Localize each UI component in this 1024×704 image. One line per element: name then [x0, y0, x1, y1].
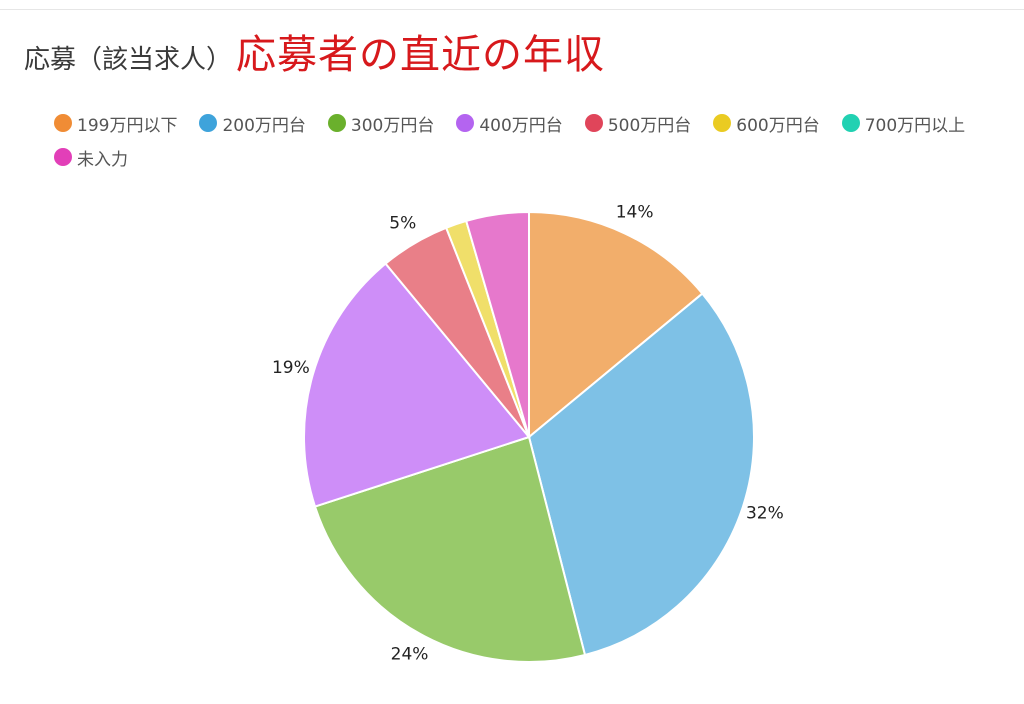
legend-swatch	[584, 114, 603, 132]
legend-swatch	[841, 114, 860, 132]
legend-label: 199万円以下	[77, 115, 178, 136]
legend-label: 700万円以上	[864, 115, 966, 136]
legend-swatch	[327, 114, 346, 132]
legend-item[interactable]: 700万円以上	[841, 110, 966, 136]
legend-swatch	[54, 148, 72, 166]
pie-slice[interactable]	[303, 262, 531, 508]
legend-item[interactable]: 400万円台	[456, 110, 563, 136]
legend-item[interactable]: 200万円台	[199, 110, 306, 136]
legend: 199万円以下 200万円台 300万円台 400万円台 500万円台 600万円台 700…	[54, 110, 1014, 170]
pie-slice[interactable]	[527, 292, 755, 657]
pie-slice[interactable]	[464, 210, 530, 438]
legend-swatch	[456, 114, 475, 132]
slice-percent-label: 19%	[272, 358, 310, 378]
legend-swatch	[713, 114, 732, 132]
legend-label: 500万円台	[607, 115, 692, 136]
legend-item[interactable]: 500万円台	[584, 110, 692, 136]
slice-percent-label: 14%	[616, 203, 654, 223]
legend-label: 未入力	[77, 149, 128, 170]
legend-swatch	[54, 114, 72, 132]
legend-label: 300万円台	[350, 115, 435, 136]
legend-item[interactable]: 300万円台	[327, 110, 435, 136]
legend-label: 400万円台	[479, 115, 563, 136]
slice-percent-label: 24%	[391, 644, 429, 664]
slice-percent-label: 5%	[389, 214, 416, 234]
title-highlight: 応募者の直近の年収	[236, 32, 606, 78]
slice-percent-label: 32%	[746, 504, 784, 524]
pie-slice[interactable]	[313, 435, 587, 663]
legend-swatch	[199, 114, 218, 132]
legend-label: 200万円台	[222, 115, 306, 136]
chart-title: 応募（該当求人） 応募者の直近の年収	[24, 22, 605, 82]
legend-item[interactable]: 600万円台	[713, 110, 820, 136]
pie-slice[interactable]	[528, 210, 704, 440]
title-main: 応募（該当求人）	[24, 45, 233, 75]
legend-item[interactable]: 未入力	[54, 144, 128, 170]
legend-label: 600万円台	[736, 115, 820, 136]
legend-item[interactable]: 199万円以下	[54, 110, 177, 136]
top-divider	[0, 9, 1024, 10]
